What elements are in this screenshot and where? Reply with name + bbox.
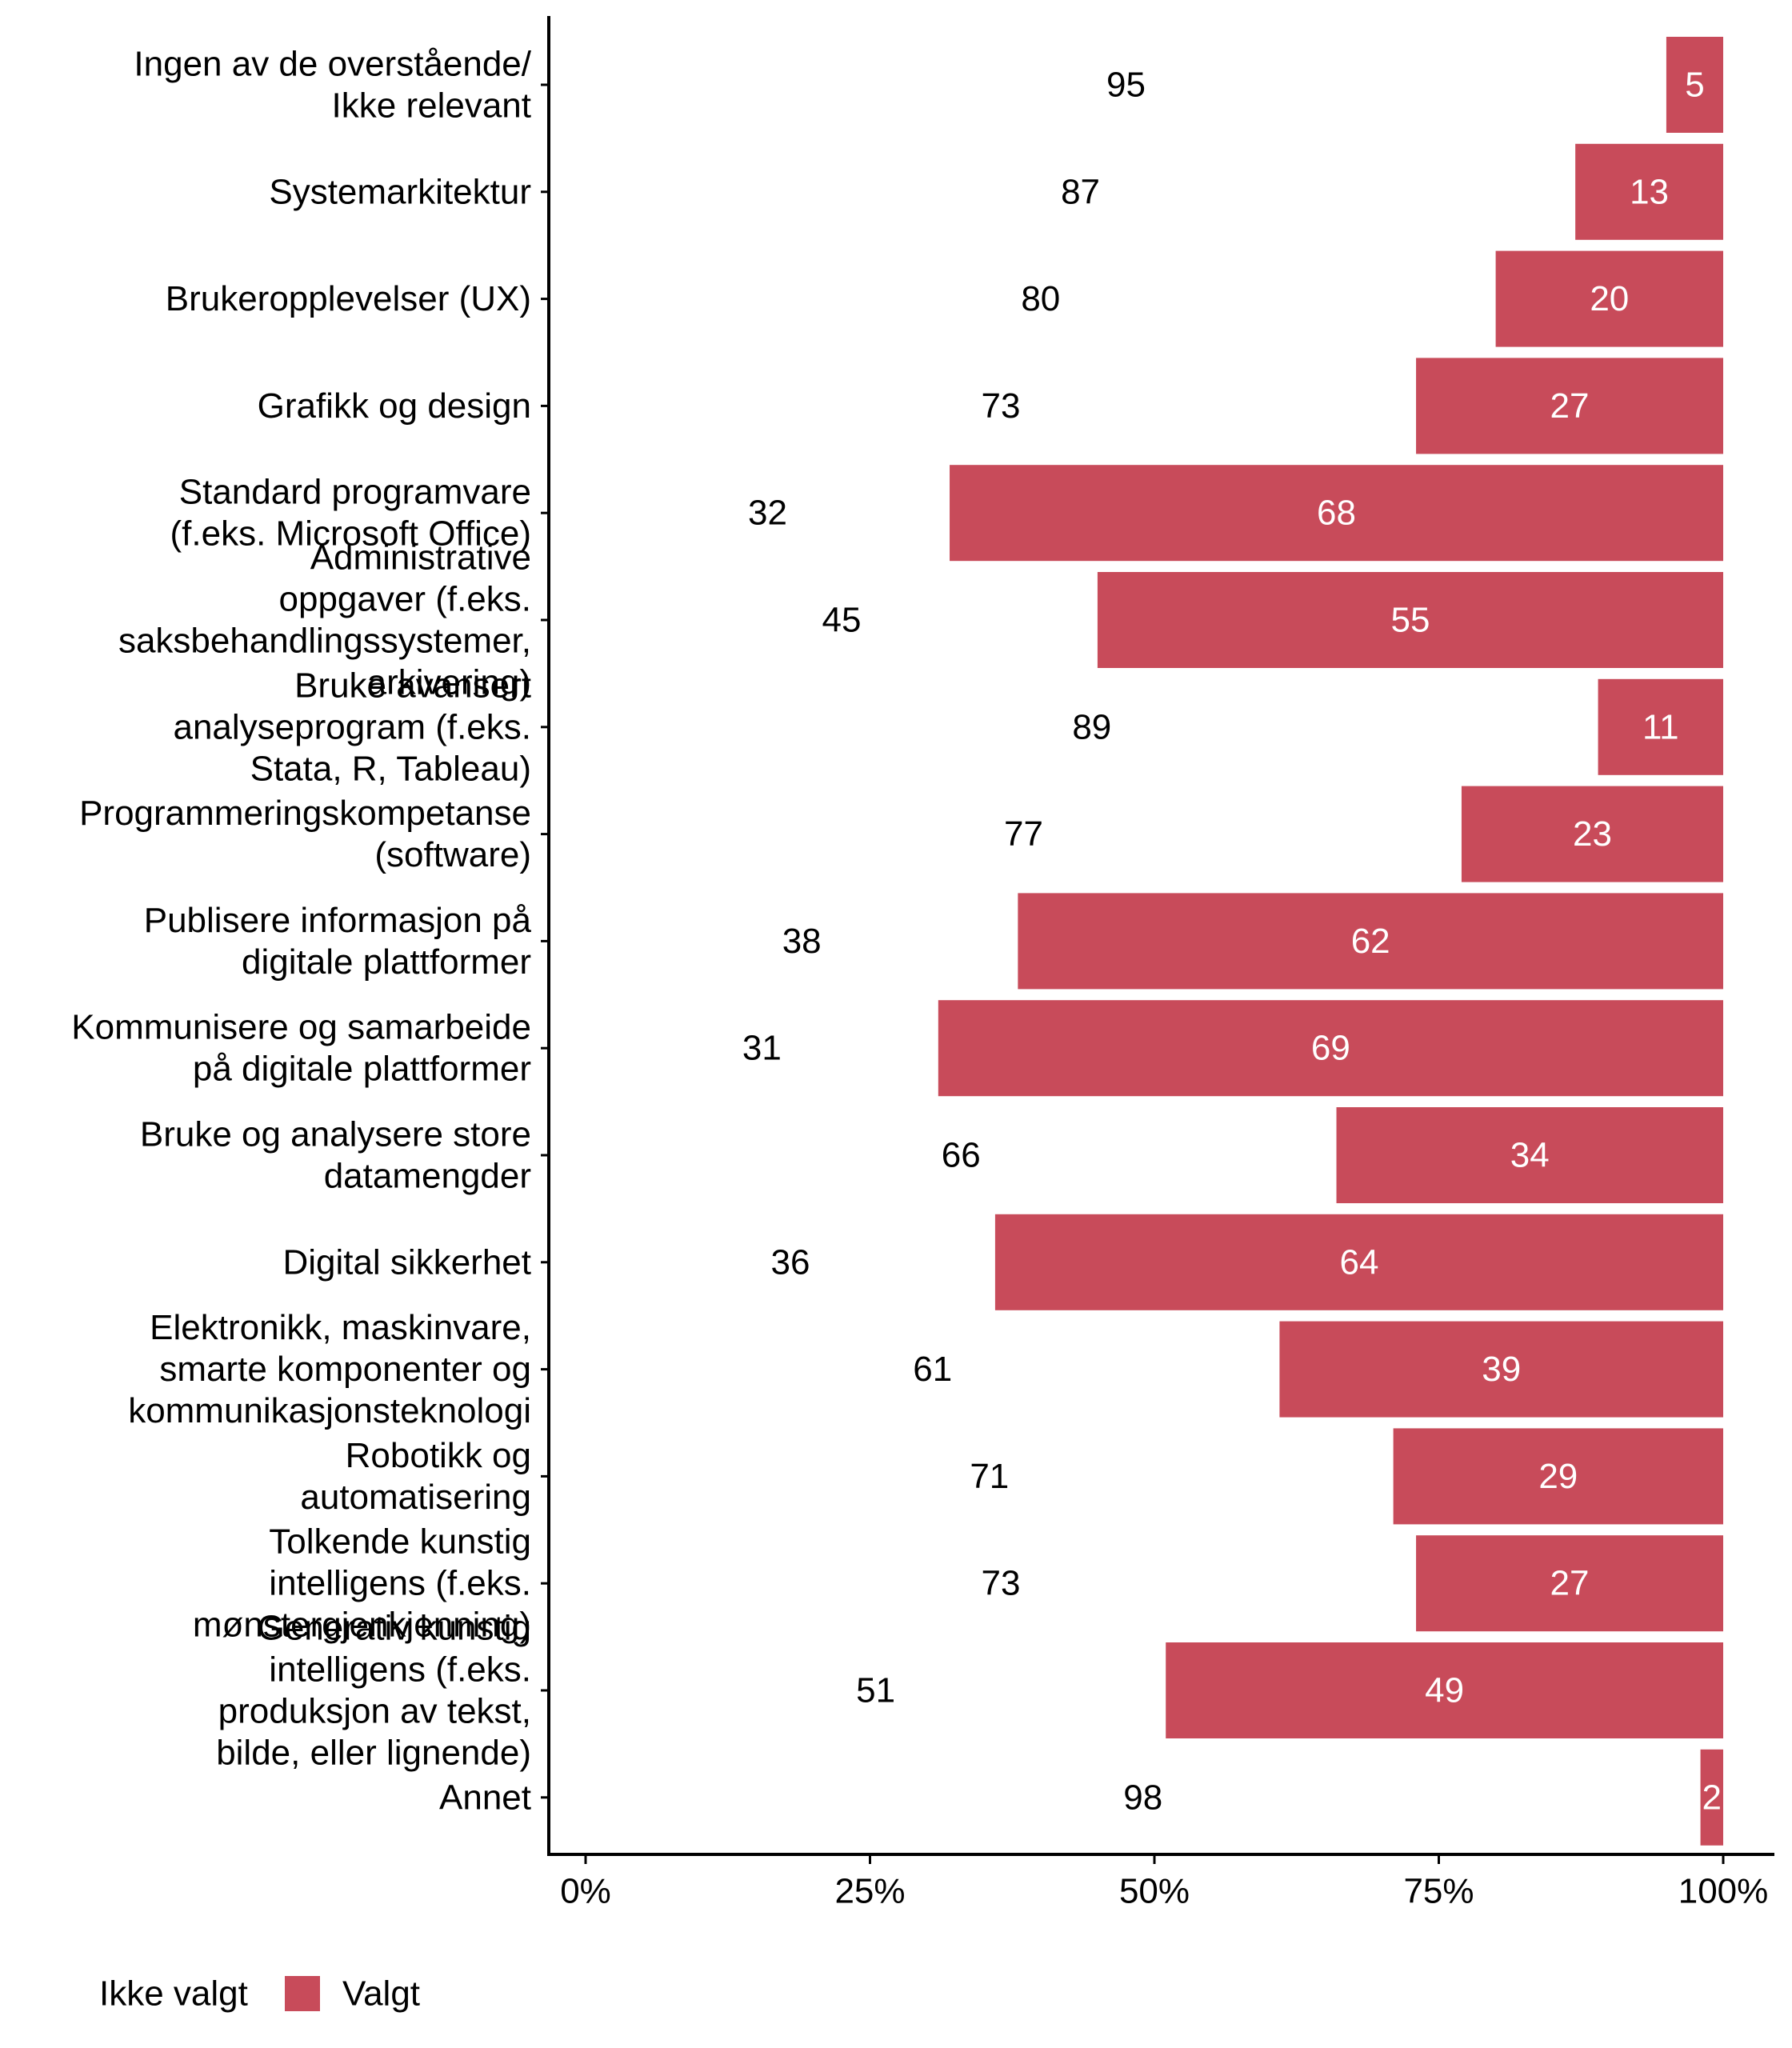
bar-valgt (1018, 893, 1723, 990)
bar-valgt (994, 1214, 1723, 1310)
value-label-layer: 95 5 87 13 80 20 73 27 32 68 45 55 89 11 77 23 38 62 31 69 6… (742, 66, 1722, 1818)
value-label-valgt: 23 (1573, 814, 1612, 854)
value-label-valgt: 62 (1351, 922, 1390, 961)
value-label-valgt: 68 (1317, 494, 1356, 533)
category-label: Systemarkitektur (269, 172, 531, 211)
bar-valgt (1666, 37, 1723, 133)
value-label-ikke-valgt: 31 (742, 1029, 782, 1068)
category-label: Elektronikk, maskinvare, smarte komponent… (128, 1308, 531, 1430)
value-label-valgt: 5 (1685, 66, 1704, 105)
x-tick-label: 50% (1119, 1872, 1190, 1911)
value-label-valgt: 20 (1590, 279, 1629, 318)
y-axis: Ingen av de overstående/Ikke relevant Sys… (71, 16, 550, 1854)
value-label-ikke-valgt: 98 (1123, 1778, 1162, 1817)
value-label-valgt: 55 (1390, 601, 1430, 640)
category-label: Digital sikkerhet (282, 1242, 531, 1282)
value-label-ikke-valgt: 45 (822, 601, 861, 640)
value-label-ikke-valgt: 89 (1072, 707, 1111, 746)
value-label-ikke-valgt: 66 (942, 1136, 981, 1175)
bar-valgt (1166, 1642, 1723, 1738)
value-label-ikke-valgt: 32 (748, 494, 787, 533)
value-label-ikke-valgt: 80 (1021, 279, 1060, 318)
value-label-valgt: 27 (1550, 1564, 1590, 1603)
value-label-ikke-valgt: 95 (1106, 66, 1146, 105)
bar-valgt (1495, 250, 1723, 347)
bar-layer (938, 37, 1723, 1846)
bar-valgt (1416, 1535, 1723, 1632)
legend: Ikke valgt Valgt (99, 1974, 420, 2014)
bar-valgt (938, 1000, 1723, 1097)
value-label-ikke-valgt: 77 (1004, 814, 1043, 854)
x-tick-label: 0% (560, 1872, 611, 1911)
bar-valgt (1575, 143, 1723, 240)
bar-valgt (1097, 572, 1723, 668)
category-label: Tolkende kunstig intelligens (f.eks. mønst… (193, 1522, 531, 1645)
value-label-valgt: 64 (1339, 1242, 1378, 1282)
legend-label-valgt: Valgt (342, 1974, 420, 2014)
bar-valgt (1279, 1321, 1723, 1418)
category-label: Grafikk og design (258, 386, 531, 426)
x-tick-label: 100% (1678, 1872, 1769, 1911)
value-label-valgt: 49 (1425, 1671, 1464, 1710)
category-label: Generativ kunstig intelligens (f.eks. prod… (216, 1609, 531, 1773)
bar-valgt (1461, 786, 1723, 882)
category-label: Programmeringskompetanse (software) (79, 794, 531, 874)
bar-valgt (1700, 1749, 1723, 1846)
x-tick-label: 25% (834, 1872, 905, 1911)
category-label: Annet (439, 1778, 531, 1817)
category-label: Administrative oppgaver (f.eks. saksbehand… (118, 538, 531, 702)
value-label-valgt: 11 (1642, 707, 1679, 746)
value-label-ikke-valgt: 38 (782, 922, 822, 961)
category-label: Bruke avansert analyseprogram (f.eks. Stat… (173, 666, 531, 788)
bar-valgt (950, 465, 1723, 562)
value-label-ikke-valgt: 73 (982, 386, 1021, 426)
category-label: Robotikk og automatisering (300, 1436, 531, 1517)
legend-swatch-valgt (285, 1976, 320, 2011)
value-label-valgt: 39 (1482, 1350, 1521, 1389)
x-tick-label: 75% (1403, 1872, 1474, 1911)
value-label-ikke-valgt: 73 (982, 1564, 1021, 1603)
bar-valgt (1416, 358, 1723, 454)
bar-valgt (1393, 1428, 1723, 1525)
category-label: Kommunisere og samarbeide på digitale pla… (71, 1008, 531, 1089)
bar-valgt (1336, 1107, 1723, 1203)
value-label-valgt: 27 (1550, 386, 1590, 426)
category-label: Bruke og analysere store datamengder (140, 1115, 531, 1196)
value-label-valgt: 13 (1630, 172, 1669, 211)
bar-valgt (1598, 678, 1723, 775)
value-label-ikke-valgt: 61 (913, 1350, 952, 1389)
x-axis: 0% 25% 50% 75% 100% (547, 1853, 1774, 1911)
category-label: Publisere informasjon på digitale plattfo… (144, 901, 532, 982)
value-label-ikke-valgt: 71 (970, 1457, 1009, 1496)
category-label: Ingen av de overstående/Ikke relevant (134, 45, 531, 126)
category-label: Brukeropplevelser (UX) (166, 279, 531, 318)
category-label: Standard programvare (f.eks. Microsoft Of… (170, 473, 532, 554)
legend-label-ikke-valgt: Ikke valgt (99, 1974, 248, 2014)
value-label-valgt: 2 (1702, 1778, 1722, 1817)
value-label-ikke-valgt: 87 (1061, 172, 1100, 211)
value-label-ikke-valgt: 36 (770, 1242, 810, 1282)
value-label-valgt: 69 (1311, 1029, 1350, 1068)
value-label-valgt: 34 (1510, 1136, 1550, 1175)
value-label-valgt: 29 (1538, 1457, 1578, 1496)
value-label-ikke-valgt: 51 (856, 1671, 895, 1710)
